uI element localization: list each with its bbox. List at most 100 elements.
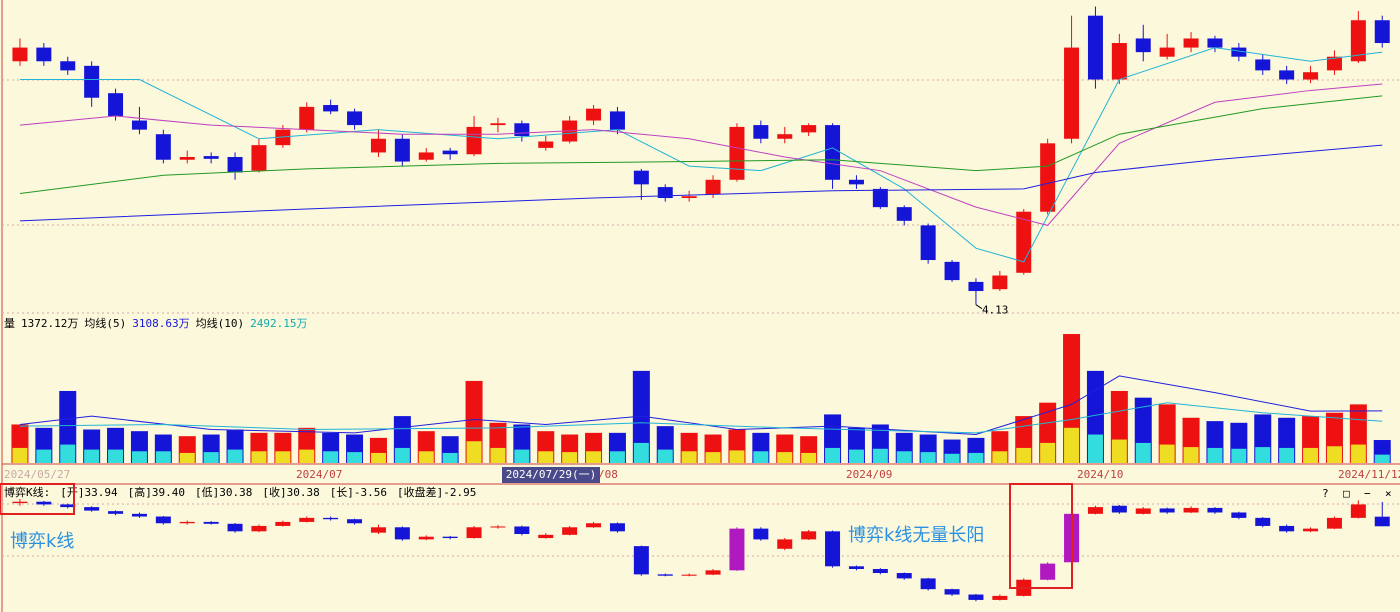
volume-inner-bar — [155, 451, 171, 463]
candle-body — [1183, 507, 1199, 513]
volume-inner-bar — [418, 451, 434, 463]
indicator-header: 博弈K线: — [4, 485, 50, 499]
volume-inner-bar — [227, 449, 243, 463]
candle-body — [1183, 38, 1199, 48]
candle-body — [84, 65, 100, 98]
volume-inner-bar — [514, 449, 530, 463]
candle-body — [801, 531, 817, 540]
candle-body — [442, 150, 458, 155]
volume-inner-bar — [1040, 442, 1056, 463]
volume-inner-bar — [538, 451, 554, 463]
highlight-box — [1009, 483, 1073, 589]
x-tick-label: /08 — [598, 468, 618, 481]
candle-body — [1231, 47, 1247, 57]
candle-body — [131, 120, 147, 130]
candle-body — [179, 521, 195, 524]
candle-body — [609, 111, 625, 130]
volume-inner-bar — [84, 449, 100, 463]
candle-body — [1135, 508, 1151, 514]
volume-inner-bar — [1016, 447, 1032, 463]
low-label: 4.13 — [982, 304, 1009, 317]
volume-inner-bar — [968, 452, 984, 463]
candle-body — [825, 125, 841, 180]
ma-line — [19, 402, 1383, 434]
volume-inner-bar — [872, 448, 888, 463]
volume-inner-bar — [753, 451, 769, 463]
candle-body — [562, 527, 578, 535]
x-tick-label: 2024/05/27 — [4, 468, 70, 481]
indicator-header: [收]30.38 — [262, 485, 319, 499]
x-tick-label: 2024/10 — [1077, 468, 1123, 481]
window-button[interactable]: − — [1364, 487, 1371, 500]
candle-body — [705, 179, 721, 195]
candle-body — [1111, 43, 1127, 80]
candle-body — [896, 207, 912, 221]
cursor-label: 2024/07/29(一) — [506, 468, 596, 481]
volume-bar — [632, 370, 650, 463]
volume-inner-bar — [1231, 448, 1247, 463]
candle-body — [753, 528, 769, 540]
volume-inner-bar — [490, 447, 506, 463]
candle-body — [1255, 517, 1271, 526]
candle-body — [394, 138, 410, 162]
candle-body — [227, 157, 243, 173]
candle-body — [466, 126, 482, 155]
candle-body — [944, 261, 960, 281]
candle-body — [753, 125, 769, 139]
candle-body — [1111, 505, 1127, 513]
candle-body — [490, 526, 506, 528]
volume-inner-bar — [370, 452, 386, 463]
indicator-header: [长]-3.56 — [330, 486, 387, 499]
ma-line — [19, 83, 1383, 226]
candle-body — [586, 108, 602, 121]
candle-body — [108, 511, 124, 514]
candle-body — [801, 125, 817, 133]
candle-body — [394, 527, 410, 540]
candle-body — [1350, 504, 1366, 518]
candle-body — [60, 61, 76, 71]
candle-body — [586, 523, 602, 528]
indicator-header: [高]39.40 — [128, 485, 185, 499]
volume-inner-bar — [1255, 447, 1271, 463]
candle-body — [1087, 507, 1103, 514]
candle-body — [1255, 59, 1271, 71]
candle-body — [825, 531, 841, 567]
candle-body — [872, 568, 888, 574]
volume-inner-bar — [36, 449, 52, 463]
volume-header: 均线(5) — [84, 316, 126, 330]
candle-body — [1350, 20, 1366, 62]
volume-inner-bar — [442, 452, 458, 463]
window-button[interactable]: □ — [1343, 487, 1350, 500]
candle-body — [1040, 143, 1056, 212]
candle-body — [729, 528, 745, 571]
candle-body — [992, 275, 1008, 290]
volume-inner-bar — [1350, 444, 1366, 463]
candle-body — [920, 578, 936, 590]
candle-body — [370, 138, 386, 153]
candle-body — [347, 111, 363, 126]
window-button[interactable]: ? — [1322, 487, 1329, 500]
indicator-header: [开]33.94 — [60, 486, 118, 499]
candle-body — [490, 123, 506, 126]
candle-body — [1087, 15, 1103, 80]
candle-body — [1303, 528, 1319, 532]
volume-inner-bar — [681, 451, 697, 463]
candle-body — [1040, 563, 1056, 580]
window-button[interactable]: × — [1385, 487, 1392, 500]
candle-body — [1159, 508, 1175, 513]
annotation: 博弈k线 — [10, 531, 74, 552]
candle-body — [466, 527, 482, 539]
volume-inner-bar — [729, 450, 745, 463]
volume-header: 均线(10) — [196, 316, 245, 330]
volume-inner-bar — [1087, 434, 1103, 463]
candle-body — [323, 105, 339, 112]
candle-body — [1135, 38, 1151, 53]
volume-inner-bar — [299, 449, 315, 463]
candle-body — [36, 501, 52, 505]
candle-body — [538, 534, 554, 539]
candle-body — [538, 141, 554, 148]
volume-inner-bar — [992, 451, 1008, 463]
candle-body — [299, 106, 315, 130]
volume-inner-bar — [777, 452, 793, 463]
